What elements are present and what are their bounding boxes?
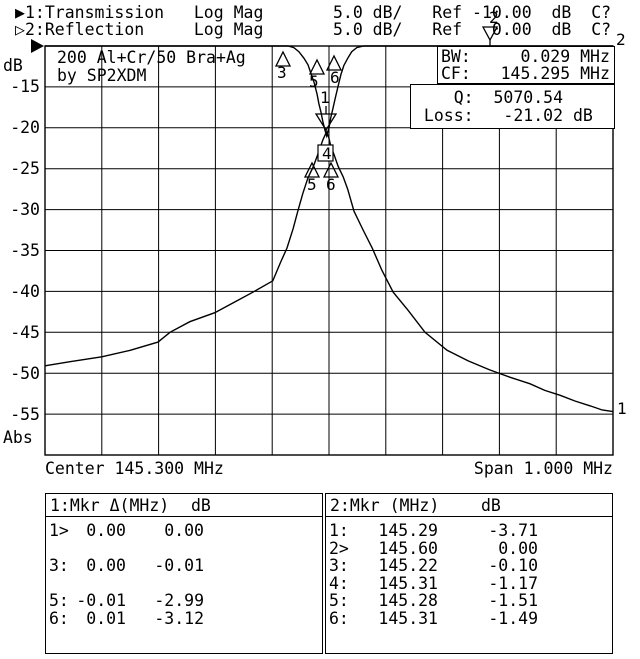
marker6-transmission-triangle-icon	[322, 161, 340, 178]
marker-id: 6:	[329, 608, 349, 628]
annotation-line2: by SP2XDM	[57, 66, 147, 85]
marker4-box-icon	[317, 144, 334, 162]
trace2-table-title: 2:Mkr (MHz)	[330, 496, 440, 515]
marker5-transmission-label: 5	[307, 175, 317, 194]
reference-level-arrow-icon	[31, 39, 44, 53]
marker3-label: 3	[277, 63, 287, 82]
marker-freq: 0.01	[86, 608, 126, 628]
marker2-pointer-icon	[481, 26, 499, 42]
y-tick-label: -20	[10, 118, 40, 138]
trace1-end-label: 1	[617, 399, 627, 418]
trace1-table-db-header: dB	[191, 496, 211, 515]
marker-freq: 145.28	[378, 591, 438, 610]
marker-table-row: 3: 145.22 -0.10	[329, 556, 612, 575]
y-tick-label: -30	[10, 200, 40, 220]
marker-table-row: 6: 145.31 -1.49	[329, 608, 612, 628]
marker-table-row: 2> 145.60 0.00	[329, 538, 612, 558]
table-header-divider	[326, 516, 612, 517]
trace2-marker-table: 2:Mkr (MHz) dB 1: 145.29 -3.71 2> 145.60 0.00…	[325, 493, 613, 654]
trace2-header-line: 2:Reflection Log Mag 5.0 dB/ Ref 0.00 dB…	[25, 20, 612, 39]
marker-db: -1.17	[488, 573, 538, 593]
graticule-border	[44, 45, 614, 456]
trace1-header-line: 1:Transmission Log Mag 5.0 dB/ Ref -10.0…	[25, 3, 612, 22]
marker-freq: -0.01	[76, 591, 126, 610]
marker-db: 0.00	[498, 538, 538, 558]
marker6-reflection-triangle-icon	[325, 54, 343, 71]
marker-table-row: 5: -0.01 -2.99	[49, 591, 322, 610]
y-tick-label: -55	[10, 404, 40, 424]
marker-id: 1>	[49, 521, 69, 540]
marker-freq: 145.60	[378, 538, 438, 558]
marker-table-row: 1> 0.00 0.00	[49, 521, 322, 540]
marker-id: 2>	[329, 538, 349, 558]
marker6-reflection-label: 6	[330, 68, 340, 87]
marker-id: 5:	[329, 591, 349, 610]
marker-table-row: 4: 145.31 -1.17	[329, 573, 612, 593]
marker-id: 5:	[49, 591, 69, 610]
marker-table-row: 6: 0.01 -3.12	[49, 608, 322, 628]
trace1-table-title: 1:Mkr Δ(MHz)	[50, 496, 170, 515]
marker5-reflection-label: 5	[309, 72, 319, 91]
marker3-triangle-icon	[274, 50, 292, 67]
y-tick-label: -45	[10, 322, 40, 342]
marker-id: 3:	[49, 556, 69, 575]
loss-line: Loss: -21.02 dB	[414, 106, 593, 125]
y-tick-label: -40	[10, 281, 40, 301]
marker-freq: 145.29	[378, 521, 438, 540]
marker-id: 6:	[49, 608, 69, 628]
y-axis-unit: dB	[3, 56, 23, 75]
marker5-reflection-triangle-icon	[308, 58, 326, 75]
marker-db: -1.51	[488, 591, 538, 610]
y-axis-mode: Abs	[3, 428, 33, 447]
active-marker1-pointer-icon	[314, 113, 338, 132]
trace2-active-arrow-icon: ▷	[15, 20, 25, 39]
trace2-end-label: 2	[616, 30, 626, 49]
marker-freq: 145.31	[378, 608, 438, 628]
marker2-label: 2	[489, 8, 499, 27]
marker-table-row	[49, 539, 322, 557]
marker4-label: 4	[322, 144, 332, 163]
center-frequency-label: Center 145.300 MHz	[45, 459, 224, 478]
marker-db: -2.99	[154, 591, 204, 610]
trace1-marker-rows: 1> 0.00 0.00 3: 0.00 -0.01 5: -0.01 -2.99 6: 0.01 -…	[49, 521, 322, 628]
marker-freq: 145.31	[378, 573, 438, 593]
marker6-transmission-label: 6	[326, 175, 336, 194]
y-tick-label: -25	[10, 159, 40, 179]
marker-table-row: 5: 145.28 -1.51	[329, 591, 612, 610]
marker-db: -3.12	[154, 608, 204, 628]
y-tick-label: -50	[10, 363, 40, 383]
marker-db: -1.49	[488, 608, 538, 628]
y-tick-label: -15	[10, 77, 40, 97]
marker5-transmission-triangle-icon	[303, 161, 321, 178]
marker-table-row: 1: 145.29 -3.71	[329, 521, 612, 540]
marker-db: -0.10	[488, 556, 538, 575]
marker-db: -3.71	[488, 521, 538, 540]
marker-db: -0.01	[154, 556, 204, 575]
marker-freq: 0.00	[86, 521, 126, 540]
marker-freq: 145.22	[378, 556, 438, 575]
trace2-table-db-header: dB	[481, 496, 501, 515]
y-tick-label: -35	[10, 241, 40, 260]
marker-table-row	[49, 574, 322, 592]
annotation-line1: 200 Al+Cr/50 Bra+Ag	[57, 48, 246, 67]
trace2-marker-rows: 1: 145.29 -3.71 2> 145.60 0.00 3: 145.22 -0.10 4:…	[329, 521, 612, 628]
trace1-marker-table: 1:Mkr Δ(MHz) dB 1> 0.00 0.00 3: 0.00 -0.01 5: -…	[45, 493, 323, 654]
trace1-active-arrow-icon: ▶	[15, 3, 25, 22]
marker1-label: 1	[320, 88, 330, 107]
q-line: Q: 5070.54	[414, 88, 564, 107]
marker-freq: 0.00	[86, 556, 126, 575]
table-header-divider	[46, 516, 322, 517]
marker-db: 0.00	[164, 521, 204, 540]
transmission-trace	[44, 130, 614, 413]
marker-table-row: 3: 0.00 -0.01	[49, 556, 322, 575]
marker-id: 1:	[329, 521, 349, 540]
span-label: Span 1.000 MHz	[473, 459, 613, 478]
marker-id: 4:	[329, 573, 349, 593]
bandwidth-readout-box: BW: 0.029 MHz CF: 145.295 MHz	[437, 46, 615, 84]
bw-line: BW: 0.029 MHz	[441, 47, 610, 66]
marker-id: 3:	[329, 556, 349, 575]
cf-line: CF: 145.295 MHz	[441, 64, 610, 83]
q-loss-readout-box: Q: 5070.54 Loss: -21.02 dB	[410, 84, 615, 129]
